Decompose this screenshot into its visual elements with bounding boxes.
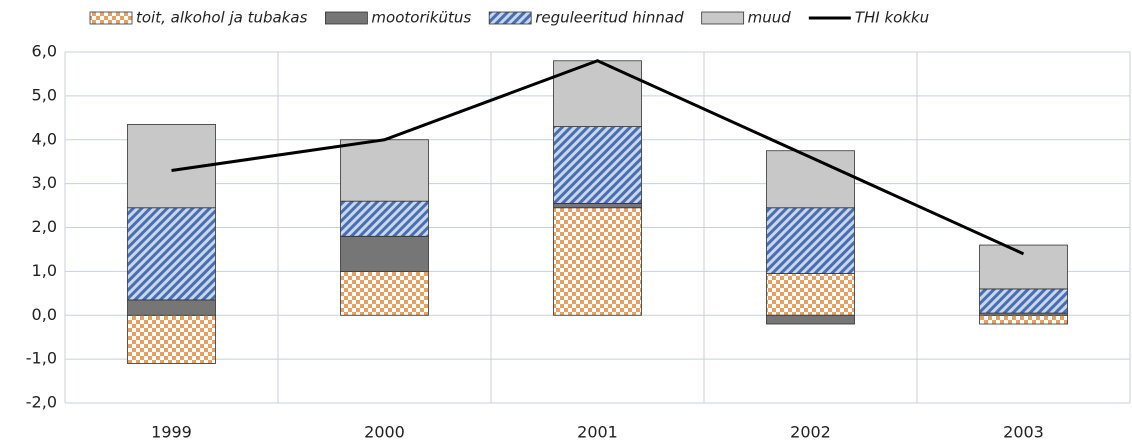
bar-segment — [766, 207, 855, 274]
bar-segment — [340, 139, 429, 202]
x-tick-label: 2002 — [790, 423, 831, 442]
legend-swatch — [701, 11, 745, 25]
x-tick-label: 1999 — [151, 423, 192, 442]
y-tick-label: 3,0 — [32, 173, 57, 192]
legend-swatch — [89, 11, 133, 25]
bar-segment — [979, 314, 1068, 325]
bar-segment — [766, 273, 855, 316]
legend-label: muud — [748, 9, 792, 27]
y-tick-label: 1,0 — [32, 261, 57, 280]
bar-segment — [340, 200, 429, 237]
bar-segment — [979, 288, 1068, 314]
y-tick-label: -1,0 — [26, 349, 57, 368]
x-tick-label: 2001 — [577, 423, 618, 442]
legend-swatch — [488, 11, 532, 25]
bar-segment — [340, 235, 429, 272]
bar-segment — [553, 207, 642, 316]
bar-segment — [127, 207, 216, 301]
y-tick-label: 0,0 — [32, 305, 57, 324]
y-tick-label: 4,0 — [32, 129, 57, 148]
y-tick-label: 2,0 — [32, 217, 57, 236]
y-tick-label: 5,0 — [32, 85, 57, 104]
legend-label: reguleeritud hinnad — [535, 9, 684, 27]
bar-segment — [553, 126, 642, 204]
legend-label: THI kokku — [855, 9, 929, 27]
x-tick-label: 2003 — [1003, 423, 1044, 442]
bar-segment — [766, 150, 855, 209]
bar-segment — [127, 314, 216, 364]
legend-label: toit, alkohol ja tubakas — [136, 9, 308, 27]
x-tick-label: 2000 — [364, 423, 405, 442]
bar-segment — [979, 244, 1068, 290]
bar-segment — [127, 299, 216, 316]
bar-segment — [766, 314, 855, 325]
bar-segment — [340, 270, 429, 316]
legend-swatch — [325, 11, 368, 25]
line — [171, 59, 1025, 256]
y-tick-label: 6,0 — [32, 42, 57, 61]
legend-label: mootorikütus — [371, 9, 471, 27]
y-tick-label: -2,0 — [26, 393, 57, 412]
bar-segment — [553, 202, 642, 209]
